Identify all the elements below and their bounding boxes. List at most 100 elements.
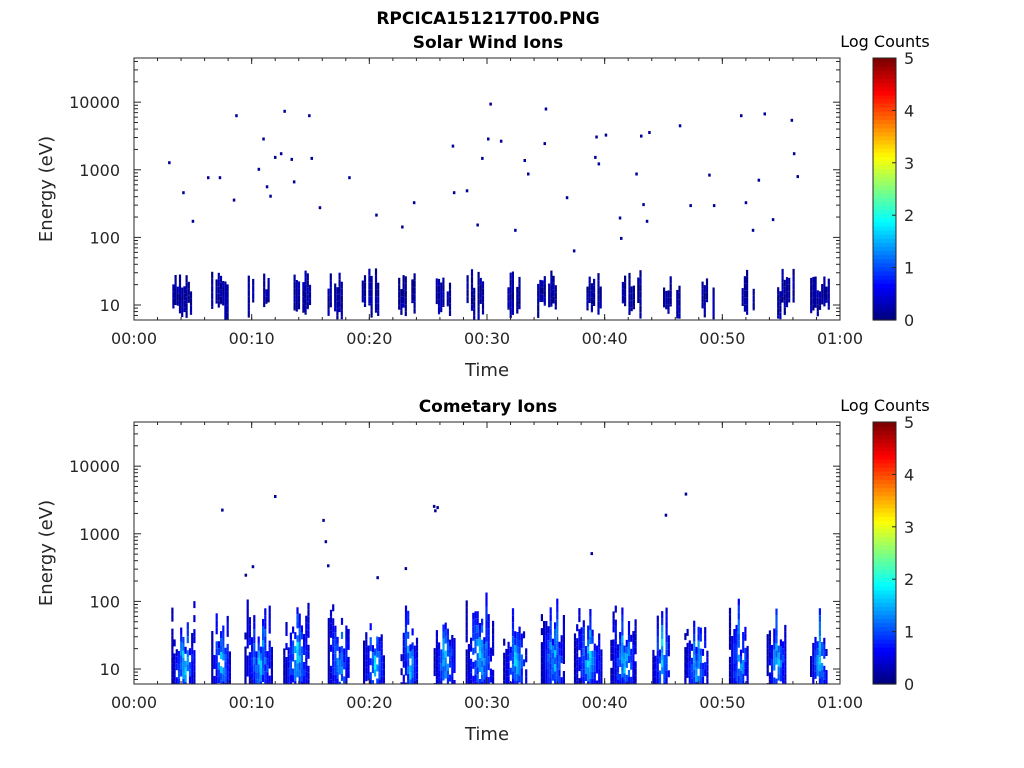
data-cell [597, 280, 600, 288]
data-cell [411, 300, 414, 304]
data-cell [511, 306, 514, 314]
data-cell [625, 646, 628, 654]
data-cell [627, 628, 631, 635]
data-cell [788, 284, 791, 292]
data-cell [551, 638, 554, 646]
data-cell [587, 639, 590, 647]
data-cell [415, 665, 419, 673]
data-cell [621, 677, 624, 684]
data-cell [470, 679, 473, 684]
colorbar-segment [873, 462, 896, 468]
colorbar-segment [873, 516, 896, 521]
data-cell [476, 681, 479, 684]
data-cell [253, 657, 256, 665]
data-cell [562, 657, 565, 664]
data-cell [334, 632, 337, 640]
data-cell [465, 614, 468, 622]
data-cell [340, 295, 343, 303]
data-cell [298, 655, 301, 663]
data-cell [292, 647, 295, 655]
data-cell [628, 272, 631, 280]
data-cell [632, 306, 635, 310]
data-cell [728, 656, 732, 664]
data-cell [614, 682, 617, 684]
data-cell [827, 306, 830, 310]
data-cell [244, 667, 247, 675]
data-cell [413, 673, 416, 681]
data-cell [560, 677, 563, 684]
data-cell [307, 623, 310, 631]
data-cell [264, 650, 267, 658]
colorbar-segment [873, 152, 896, 157]
colorbar-segment [873, 602, 896, 607]
data-cell [810, 291, 813, 299]
data-cell [514, 666, 517, 674]
colorbar-segment [873, 536, 896, 542]
data-cell [640, 134, 643, 138]
data-cell [549, 649, 552, 657]
data-cell [812, 663, 815, 671]
data-cell [549, 621, 552, 629]
data-cell [562, 671, 565, 678]
data-cell [446, 663, 449, 671]
data-cell [171, 642, 174, 650]
data-cell [442, 673, 445, 681]
data-cell [541, 287, 544, 295]
data-cell [297, 295, 301, 303]
data-cell [377, 289, 380, 297]
data-cell [446, 677, 449, 684]
data-cell [446, 670, 449, 678]
data-cell [775, 650, 778, 658]
data-cell [255, 672, 258, 680]
data-cell [812, 656, 815, 664]
data-cell [404, 640, 408, 648]
data-cell [505, 669, 508, 677]
data-cell [661, 625, 664, 633]
data-cell [741, 295, 744, 303]
data-cell [306, 280, 309, 288]
data-cell [746, 645, 749, 653]
data-cell [336, 308, 339, 316]
data-cell [678, 313, 681, 319]
data-cell [295, 287, 298, 294]
data-cell [345, 653, 348, 661]
data-cell [728, 635, 732, 643]
data-cell [175, 677, 178, 684]
data-cell [370, 296, 373, 304]
data-cell [539, 286, 542, 294]
data-cell [251, 644, 254, 652]
data-cell [775, 615, 778, 623]
data-cell [777, 301, 780, 309]
data-cell [523, 159, 526, 162]
data-cell [244, 632, 247, 640]
data-cell [191, 633, 194, 640]
data-cell [658, 670, 662, 678]
data-cell [266, 651, 269, 659]
data-cell [189, 291, 193, 299]
data-cell [777, 666, 780, 674]
data-cell [818, 650, 821, 658]
data-cell [305, 615, 308, 623]
data-cell [340, 288, 343, 296]
data-cell [404, 682, 408, 684]
data-cell [363, 296, 367, 304]
data-cell [224, 288, 227, 296]
data-cell [699, 662, 702, 670]
data-cell [305, 657, 308, 665]
data-cell [211, 673, 214, 680]
heatmap-cells [168, 102, 830, 320]
data-cell [543, 663, 546, 670]
data-cell [781, 268, 784, 276]
colorbar-segment [873, 115, 896, 120]
data-cell [306, 308, 309, 310]
data-cell [440, 296, 443, 304]
data-cell [442, 305, 445, 307]
data-cell [287, 647, 290, 655]
data-cell [782, 641, 785, 649]
data-cell [262, 668, 265, 675]
data-cell [172, 291, 175, 299]
colorbar-segment [873, 242, 896, 247]
data-cell [624, 282, 627, 290]
data-cell [442, 652, 445, 660]
data-cell [665, 621, 668, 629]
